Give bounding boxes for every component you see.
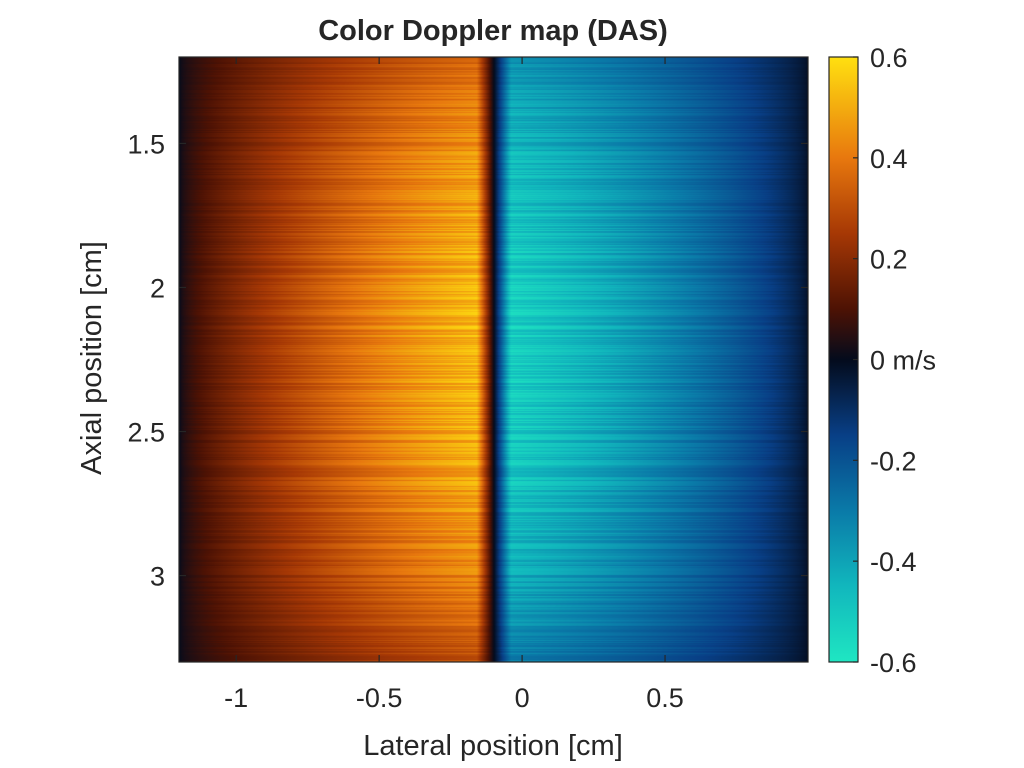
colorbar-tick-label: -0.4 (870, 547, 917, 577)
colorbar-tick-label: 0.2 (870, 245, 908, 275)
y-tick-label: 3 (150, 562, 165, 592)
x-tick-label: -0.5 (356, 683, 403, 713)
colorbar-tick-label: -0.6 (870, 648, 917, 678)
y-axis-label: Axial position [cm] (76, 241, 108, 475)
colorbar-ticks: 0.6 0.4 0.2 0 m/s -0.2 -0.4 -0.6 (853, 43, 936, 678)
x-axis-label: Lateral position [cm] (363, 730, 623, 762)
colorbar-tick-label: 0.4 (870, 144, 908, 174)
x-tick-label: -1 (224, 683, 248, 713)
plot-frame (178, 56, 809, 663)
x-tick-label: 0 (515, 683, 530, 713)
heatmap-pixels (179, 57, 808, 662)
heatmap-image (179, 57, 808, 662)
colorbar-tick-label: -0.2 (870, 446, 917, 476)
colorbar-tick-label: 0.6 (870, 43, 908, 73)
y-tick-label: 2 (150, 273, 165, 303)
x-tick-label: 0.5 (646, 683, 684, 713)
chart-title: Color Doppler map (DAS) (318, 15, 668, 47)
y-tick-label: 2.5 (127, 418, 165, 448)
colorbar-tick-label: 0 m/s (870, 346, 936, 376)
x-axis: -1 -0.5 0 0.5 (224, 57, 684, 713)
y-tick-label: 1.5 (127, 129, 165, 159)
y-axis: 1.5 2 2.5 3 (127, 129, 808, 592)
